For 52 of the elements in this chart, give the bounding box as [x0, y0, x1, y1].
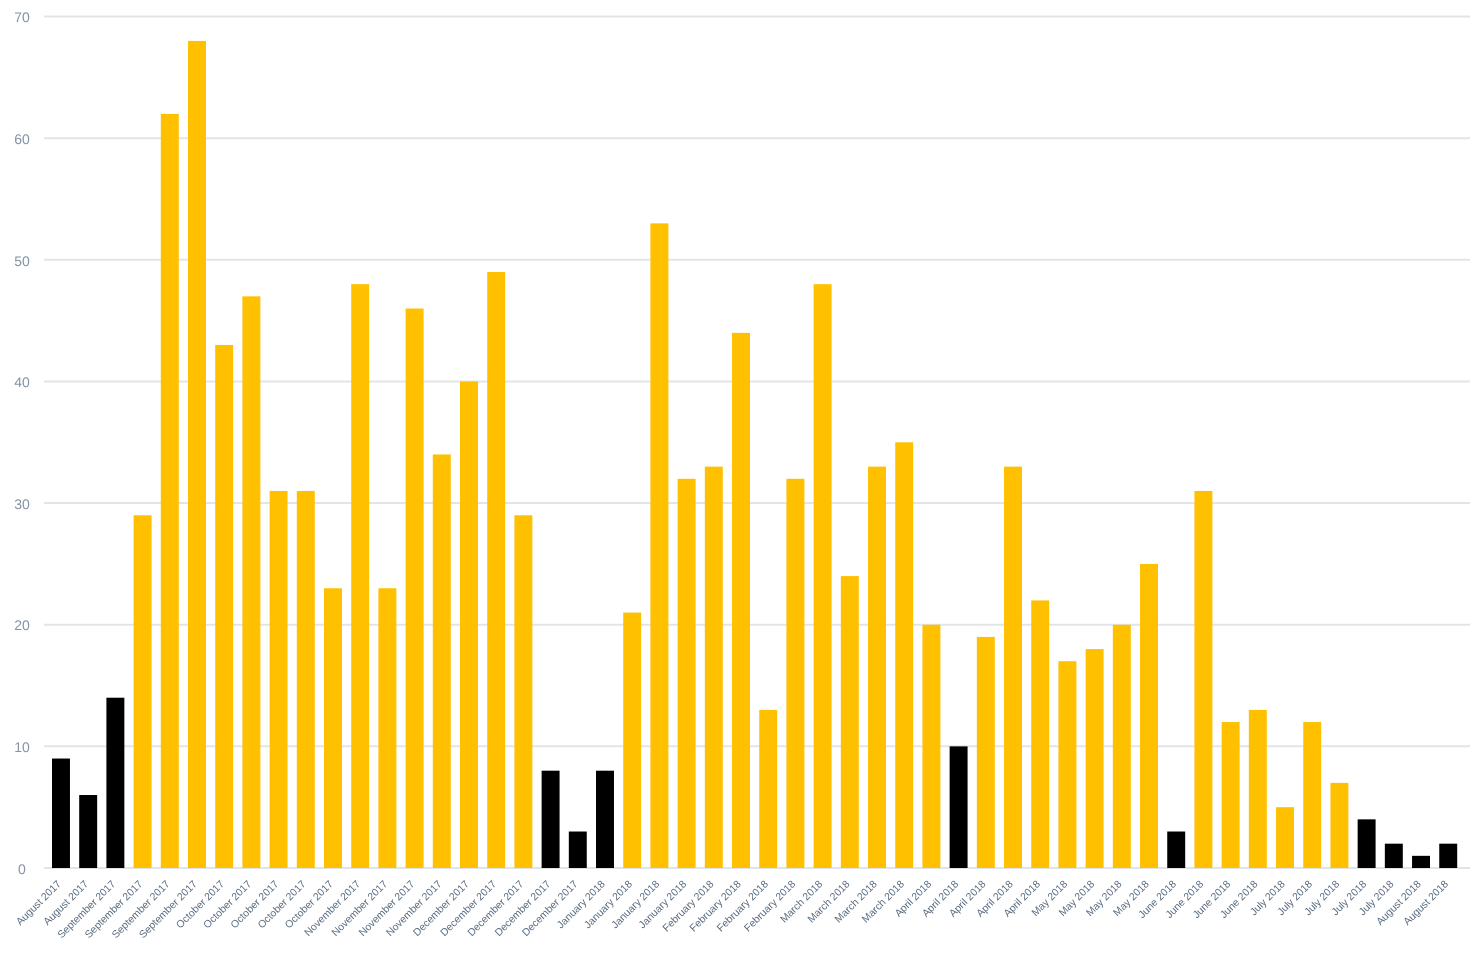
bar — [1357, 819, 1376, 868]
bar — [759, 709, 778, 868]
bar — [596, 770, 614, 868]
bar — [351, 284, 370, 868]
bar — [868, 466, 886, 868]
bar — [188, 40, 206, 868]
bar — [514, 515, 533, 868]
bar — [1058, 661, 1077, 868]
bar — [160, 113, 179, 868]
bar — [242, 296, 261, 868]
bar — [215, 345, 234, 868]
bar — [1330, 782, 1349, 868]
bar — [432, 454, 451, 868]
bar — [133, 515, 152, 868]
bar — [732, 332, 750, 868]
bar — [1412, 855, 1430, 868]
bar — [568, 831, 587, 868]
bar — [324, 588, 342, 868]
bar — [840, 576, 859, 868]
bar — [650, 223, 669, 868]
bar — [79, 795, 98, 868]
bar — [296, 490, 315, 868]
bar — [378, 588, 397, 868]
bar — [269, 490, 288, 868]
bar — [922, 624, 941, 868]
bar — [1112, 624, 1131, 868]
bar — [813, 284, 832, 868]
bar — [677, 478, 696, 868]
bar — [52, 758, 70, 868]
bar — [1004, 466, 1022, 868]
bar — [949, 746, 968, 868]
bar — [405, 308, 424, 868]
bar — [487, 272, 506, 868]
bar — [895, 442, 914, 868]
bar — [541, 770, 560, 868]
bar — [106, 697, 125, 868]
bar — [704, 466, 723, 868]
bar — [1031, 600, 1050, 868]
bar — [1439, 843, 1458, 868]
bar — [976, 636, 995, 868]
bar — [1384, 843, 1403, 868]
bar — [1248, 709, 1267, 868]
bar — [1276, 807, 1294, 868]
bar — [1221, 722, 1240, 868]
bar — [1303, 722, 1322, 868]
bar — [1140, 563, 1158, 868]
bar — [786, 478, 805, 868]
bar — [1085, 649, 1104, 868]
bar — [460, 381, 478, 868]
bar — [1194, 490, 1213, 868]
bar — [623, 612, 642, 868]
bar — [1167, 831, 1186, 868]
